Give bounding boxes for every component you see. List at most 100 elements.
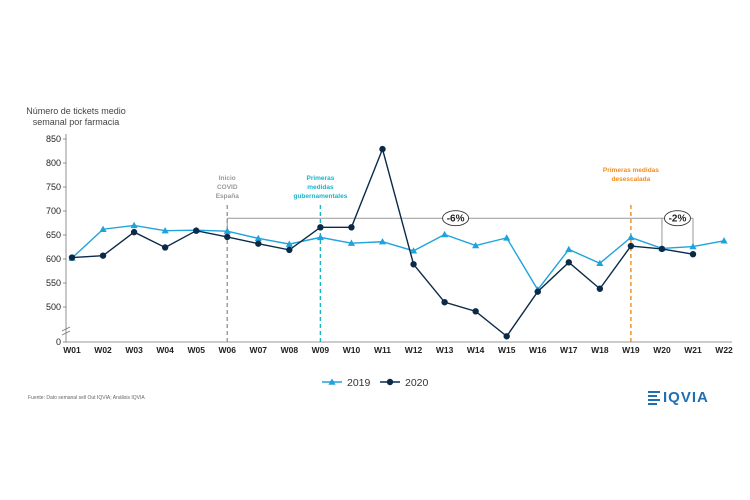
series-layer bbox=[68, 145, 728, 340]
x-tick-label: W15 bbox=[498, 345, 516, 355]
x-tick-label: W03 bbox=[125, 345, 143, 355]
data-point-2020 bbox=[161, 244, 169, 251]
data-point-2020 bbox=[689, 251, 697, 258]
data-point-2019 bbox=[720, 237, 728, 244]
annotation-label-gov: medidas bbox=[307, 184, 334, 191]
y-tick-label: 550 bbox=[46, 278, 61, 288]
x-tick-label: W13 bbox=[436, 345, 454, 355]
data-point-2020 bbox=[596, 285, 604, 292]
axis-break-mark bbox=[61, 326, 71, 332]
bracket-label-box bbox=[442, 210, 470, 227]
data-point-2020 bbox=[317, 224, 324, 231]
logo-text: IQVIA bbox=[663, 389, 709, 406]
data-point-2019 bbox=[223, 227, 231, 234]
x-tick-label: W01 bbox=[63, 345, 81, 355]
data-point-2019 bbox=[130, 221, 138, 229]
data-point-2019 bbox=[161, 227, 169, 234]
data-point-2020 bbox=[193, 227, 200, 234]
y-ticks: 0 500 550 600 650 700 750 800 850 bbox=[46, 134, 66, 347]
annotation-label-covid: España bbox=[216, 193, 240, 200]
bracket-label-box bbox=[664, 210, 691, 227]
series-line-2019 bbox=[71, 224, 725, 291]
data-point-2019 bbox=[99, 225, 107, 232]
data-point-2020 bbox=[99, 252, 107, 259]
data-point-2020 bbox=[68, 254, 76, 261]
data-point-2020 bbox=[410, 261, 417, 268]
data-point-2019 bbox=[347, 239, 356, 246]
logo-bars-icon bbox=[648, 390, 660, 405]
axis-break-mark bbox=[61, 330, 71, 336]
data-point-2019 bbox=[378, 238, 387, 245]
x-tick-label: W20 bbox=[653, 345, 671, 355]
y-axis-label-line: Número de tickets medio bbox=[26, 106, 126, 116]
data-point-2019 bbox=[409, 247, 418, 254]
data-point-2020 bbox=[565, 259, 572, 266]
x-tick-label: W14 bbox=[467, 345, 485, 355]
y-tick-label: 650 bbox=[46, 230, 61, 240]
x-tick-label: W22 bbox=[715, 345, 733, 355]
data-point-2020 bbox=[130, 228, 138, 236]
data-point-2020 bbox=[441, 299, 448, 306]
x-tick-label: W18 bbox=[591, 345, 609, 355]
data-point-2019 bbox=[565, 245, 573, 253]
x-tick-label: W04 bbox=[156, 345, 174, 355]
y-tick-label: 0 bbox=[56, 337, 61, 347]
annotation-label-covid: Inicio bbox=[219, 175, 236, 182]
data-point-2019 bbox=[285, 240, 293, 247]
x-tick-label: W05 bbox=[187, 345, 205, 355]
x-tick-label: W06 bbox=[219, 345, 237, 355]
x-ticks: W01 W02 W03 W04 W05 W06 W07 W08 W09 W10 W11 W12 W13 W… bbox=[63, 345, 733, 355]
annotation-label-covid: COVID bbox=[217, 184, 238, 191]
data-point-2019 bbox=[503, 234, 511, 241]
legend-label-2019: 2019 bbox=[347, 377, 371, 389]
bracket-label: -2% bbox=[669, 214, 687, 225]
annotations: Inicio COVID España Primeras medidas gubernam… bbox=[216, 167, 659, 342]
data-point-2019 bbox=[689, 242, 697, 250]
y-tick-label: 850 bbox=[46, 134, 61, 144]
x-tick-label: W02 bbox=[94, 345, 112, 355]
data-point-2019 bbox=[627, 233, 635, 241]
data-point-2020 bbox=[627, 242, 635, 250]
y-tick-label: 500 bbox=[46, 302, 61, 312]
data-point-2019 bbox=[596, 259, 604, 267]
data-point-2020 bbox=[348, 224, 355, 231]
annotation-label-desescalada: Primeras medidas bbox=[603, 167, 659, 174]
legend-marker-2020 bbox=[386, 378, 394, 386]
bracket-label: -6% bbox=[447, 214, 465, 225]
x-tick-label: W08 bbox=[281, 345, 299, 355]
iqvia-logo: IQVIA bbox=[648, 389, 709, 406]
x-tick-label: W11 bbox=[374, 345, 391, 355]
data-point-2020 bbox=[658, 245, 666, 253]
legend-marker-2019 bbox=[328, 378, 336, 385]
y-tick-label: 800 bbox=[46, 158, 61, 168]
data-point-2020 bbox=[224, 233, 231, 241]
annotation-label-gov: gubernamentales bbox=[293, 193, 347, 200]
annotation-label-gov: Primeras bbox=[306, 175, 334, 182]
data-point-2019 bbox=[254, 234, 262, 242]
change-brackets: -6% -2% bbox=[226, 210, 694, 249]
data-point-2020 bbox=[503, 333, 510, 340]
y-tick-label: 700 bbox=[46, 206, 61, 216]
x-tick-label: W21 bbox=[684, 345, 702, 355]
data-point-2020 bbox=[255, 240, 262, 247]
legend-label-2020: 2020 bbox=[405, 377, 429, 389]
y-tick-label: 600 bbox=[46, 254, 61, 264]
data-point-2020 bbox=[472, 308, 479, 315]
data-point-2019 bbox=[316, 233, 324, 241]
data-point-2019 bbox=[472, 241, 480, 249]
y-axis-label-line: semanal por farmacia bbox=[33, 117, 120, 127]
data-point-2020 bbox=[286, 246, 293, 254]
x-tick-label: W12 bbox=[405, 345, 423, 355]
x-tick-label: W19 bbox=[622, 345, 640, 355]
data-point-2019 bbox=[441, 230, 449, 238]
y-tick-label: 750 bbox=[46, 182, 61, 192]
legend: 2019 2020 bbox=[322, 377, 429, 389]
x-tick-label: W10 bbox=[343, 345, 361, 355]
x-tick-label: W16 bbox=[529, 345, 547, 355]
x-tick-label: W09 bbox=[312, 345, 330, 355]
x-tick-label: W17 bbox=[560, 345, 578, 355]
data-point-2020 bbox=[379, 145, 386, 153]
source-note: Fuente: Dato semanal sell Out IQVIA; Aná… bbox=[28, 395, 145, 401]
